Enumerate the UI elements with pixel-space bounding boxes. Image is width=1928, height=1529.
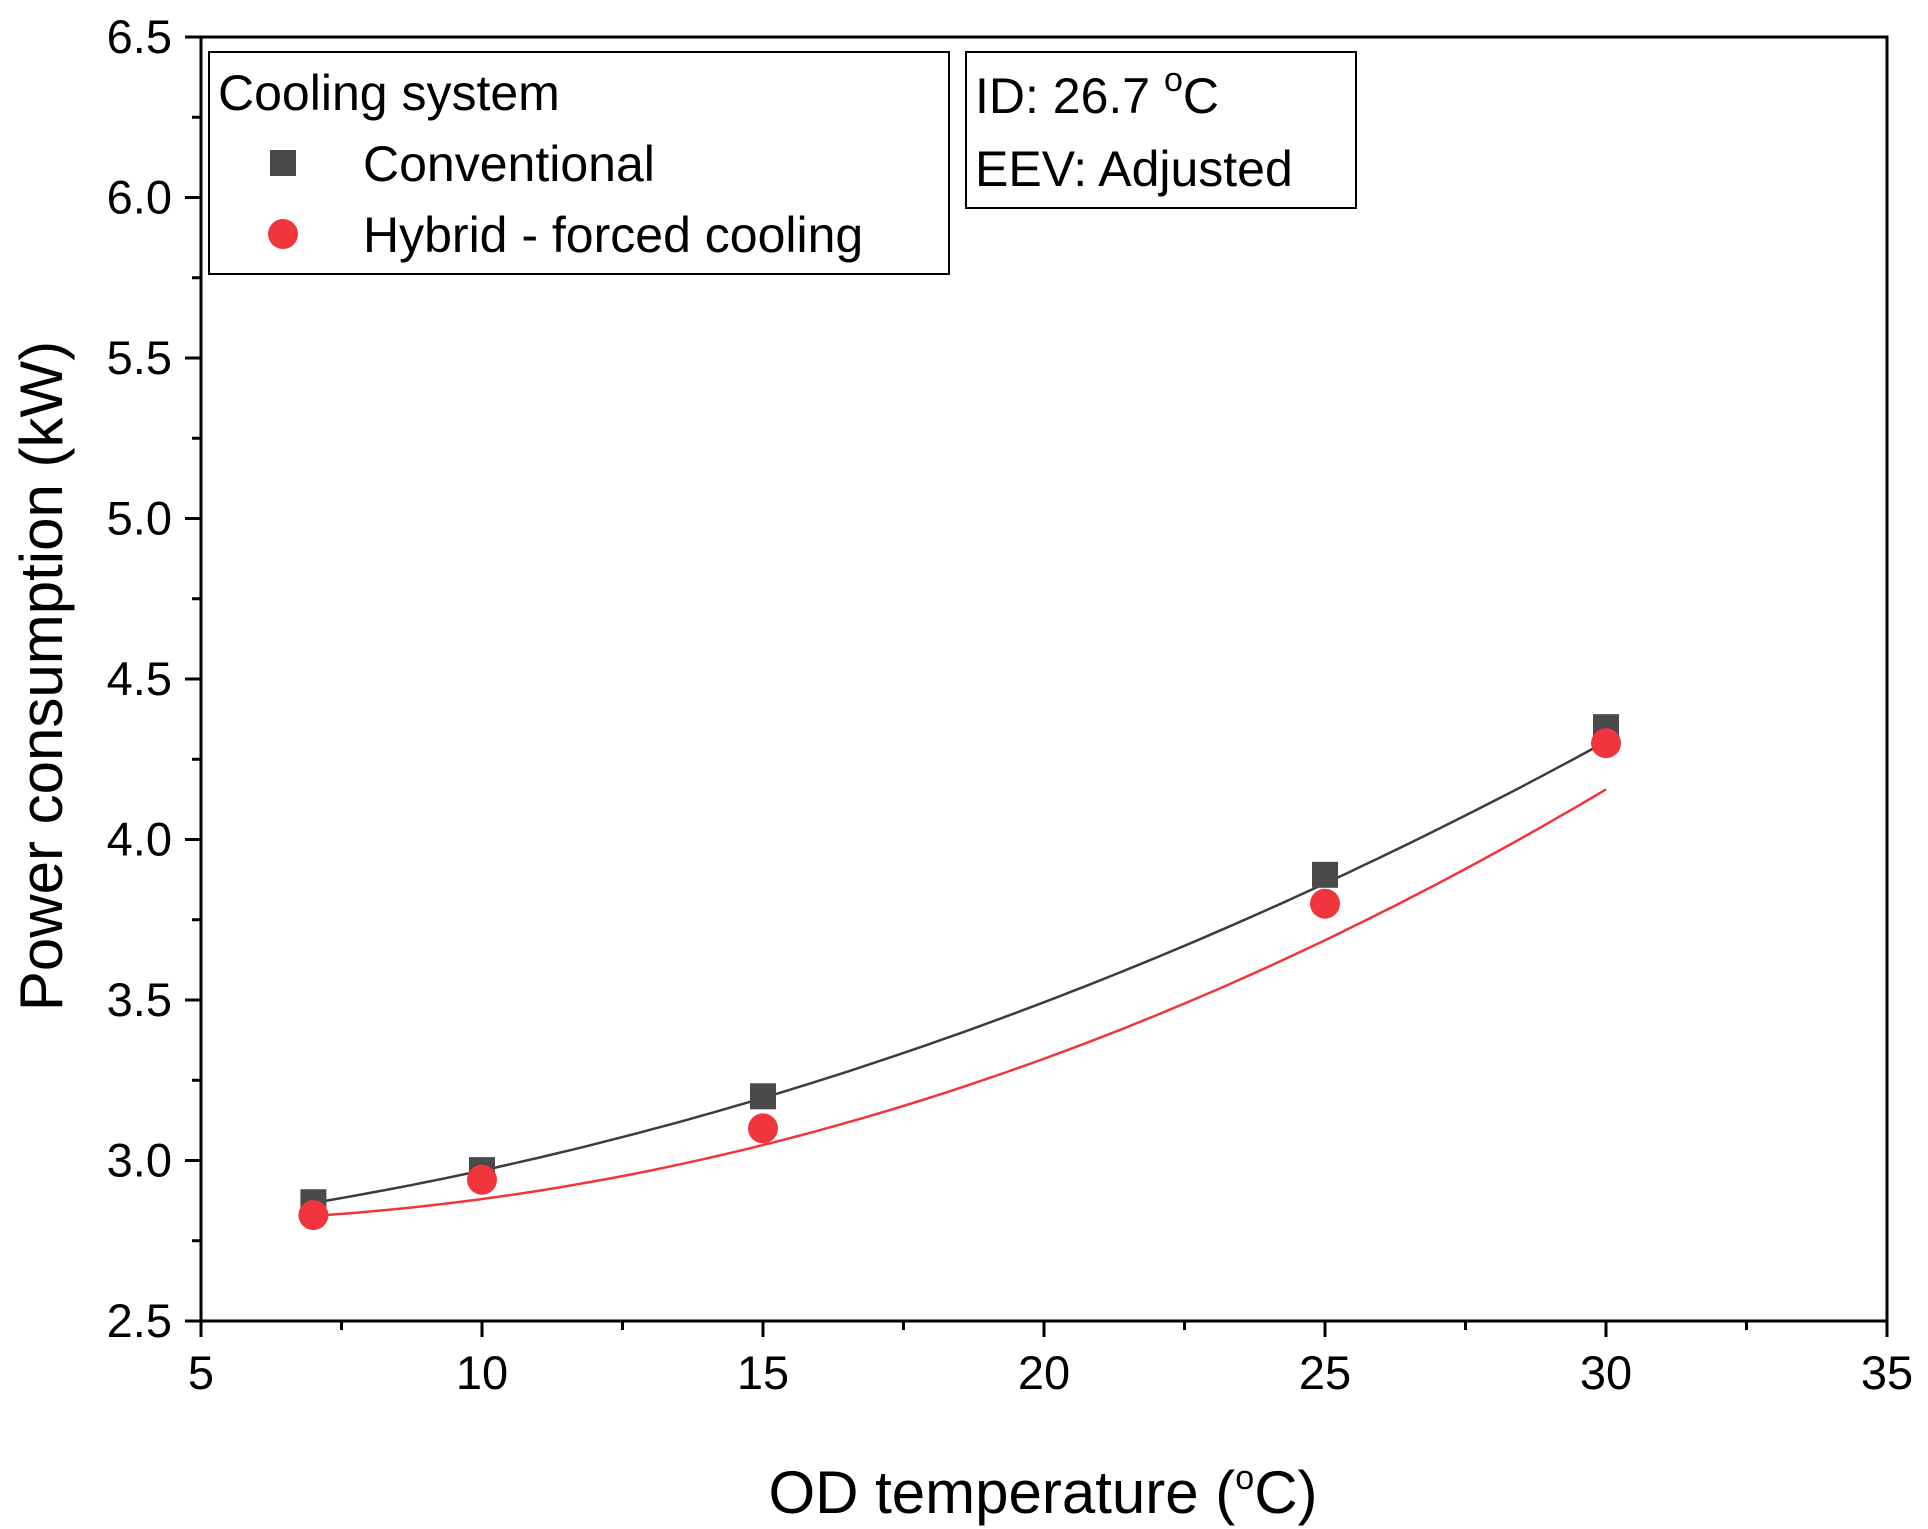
point-conventional (1312, 861, 1338, 888)
y-tick-label: 4.5 (107, 652, 172, 705)
y-axis-title: Power consumption (kW) (8, 341, 75, 1011)
y-tick-label: 6.0 (107, 171, 172, 224)
x-tick-label: 20 (1018, 1346, 1070, 1399)
annotation-id-suffix: C (1183, 68, 1219, 124)
data-markers (298, 714, 1621, 1231)
x-tick-label: 35 (1861, 1346, 1913, 1399)
fit-lines (313, 740, 1607, 1218)
x-tick-label: 25 (1299, 1346, 1351, 1399)
legend-hybrid-circle-icon (268, 219, 298, 249)
y-axis: 2.5 3.0 3.5 4.0 4.5 5.0 5.5 6.0 6.5 (107, 10, 201, 1347)
y-tick-label: 3.0 (107, 1134, 172, 1187)
point-hybrid (298, 1200, 329, 1231)
annotation-eev: EEV: Adjusted (975, 141, 1293, 197)
legend-item-conventional: Conventional (363, 136, 655, 192)
x-tick-label: 10 (456, 1346, 508, 1399)
annotation-id-temperature: ID: 26.7 oC (975, 61, 1219, 124)
y-tick-label: 5.0 (107, 492, 172, 545)
x-axis-title-superscript: o (1235, 1459, 1254, 1497)
x-axis-title-main: OD temperature ( (768, 1459, 1235, 1526)
x-axis: 5 10 15 20 25 30 35 (188, 1321, 1913, 1399)
annotation-frame (965, 51, 1357, 209)
fit-line-conventional (313, 740, 1607, 1205)
legend-box (208, 51, 950, 275)
x-tick-label: 30 (1580, 1346, 1632, 1399)
annotation-id-prefix: ID: 26.7 (975, 68, 1164, 124)
x-axis-title-tail: C) (1254, 1459, 1317, 1526)
annotation-box: ID: 26.7 oC EEV: Adjusted (965, 51, 1357, 209)
point-conventional (750, 1083, 776, 1110)
fit-line-hybrid (313, 788, 1607, 1218)
annotation-id-superscript: o (1164, 61, 1183, 99)
y-tick-label: 4.0 (107, 813, 172, 866)
legend: Cooling system Conventional Hybrid - for… (208, 51, 950, 275)
point-hybrid (1310, 888, 1340, 919)
y-tick-label: 5.5 (107, 331, 172, 384)
x-tick-label: 5 (188, 1346, 214, 1399)
x-axis-title: OD temperature (oC) (768, 1459, 1317, 1526)
x-tick-label: 15 (737, 1346, 789, 1399)
legend-conventional-square-icon (270, 150, 296, 176)
legend-item-hybrid: Hybrid - forced cooling (363, 207, 863, 263)
point-hybrid (748, 1113, 778, 1144)
y-tick-label: 6.5 (107, 10, 172, 63)
y-tick-label: 2.5 (107, 1294, 172, 1347)
point-hybrid (1591, 728, 1621, 759)
y-tick-label: 3.5 (107, 973, 172, 1026)
legend-title: Cooling system (218, 65, 560, 121)
point-hybrid (467, 1164, 497, 1195)
